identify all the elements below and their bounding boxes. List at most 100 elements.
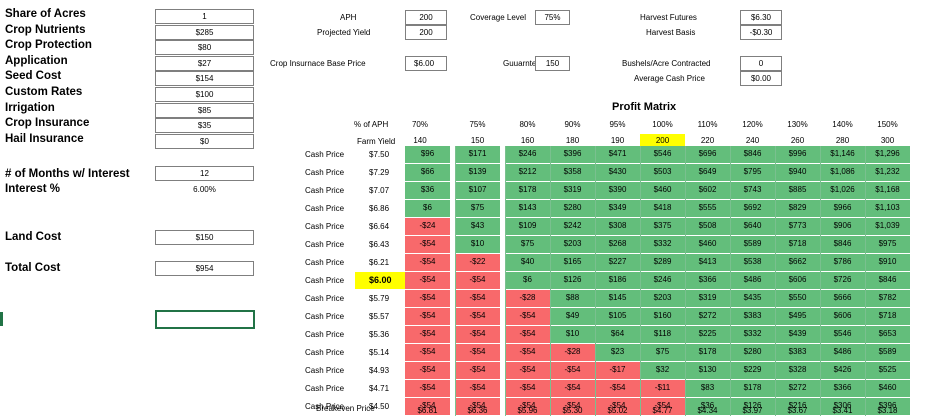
profit-cell[interactable]: $319 [685,290,730,307]
profit-cell[interactable]: $332 [730,326,775,343]
profit-cell[interactable]: $1,232 [865,164,910,181]
profit-cell[interactable]: $75 [505,236,550,253]
cash-price-value[interactable]: $7.29 [369,168,390,177]
profit-cell[interactable]: $418 [640,200,685,217]
profit-cell[interactable]: -$54 [550,380,595,397]
harvest-futures-input[interactable]: $6.30 [740,10,782,25]
profit-cell[interactable]: $662 [775,254,820,271]
profit-cell[interactable]: -$54 [455,326,500,343]
profit-cell[interactable]: -$28 [550,344,595,361]
profit-cell[interactable]: $203 [640,290,685,307]
cash-price-value[interactable]: $4.93 [369,366,390,375]
profit-cell[interactable]: $349 [595,200,640,217]
profit-cell[interactable]: -$54 [405,380,450,397]
profit-cell[interactable]: -$54 [405,344,450,361]
profit-cell[interactable]: -$54 [505,380,550,397]
cash-price-value[interactable]: $6.21 [369,258,390,267]
input-value[interactable]: $100 [155,87,254,102]
profit-cell[interactable]: -$54 [640,398,685,415]
profit-cell[interactable]: $40 [505,254,550,271]
profit-cell[interactable]: $268 [595,236,640,253]
profit-cell[interactable]: -$22 [455,254,500,271]
profit-cell[interactable]: -$54 [505,344,550,361]
profit-cell[interactable]: $495 [775,308,820,325]
profit-cell[interactable]: $358 [550,164,595,181]
profit-cell[interactable]: $546 [640,146,685,163]
profit-cell[interactable]: $743 [730,182,775,199]
profit-cell[interactable]: -$54 [455,380,500,397]
profit-cell[interactable]: -$54 [405,272,450,289]
input-value[interactable]: $0 [155,133,254,149]
profit-cell[interactable]: $216 [775,398,820,415]
profit-cell[interactable]: $910 [865,254,910,271]
profit-cell[interactable]: $1,146 [820,146,865,163]
profit-cell[interactable]: $589 [865,344,910,361]
cash-price-value[interactable]: $6.00 [355,272,405,289]
profit-cell[interactable]: -$54 [455,362,500,379]
profit-cell[interactable]: $692 [730,200,775,217]
profit-cell[interactable]: $107 [455,182,500,199]
profit-cell[interactable]: $846 [820,236,865,253]
profit-cell[interactable]: $272 [775,380,820,397]
profit-cell[interactable]: -$54 [455,272,500,289]
cash-price-value[interactable]: $5.14 [369,348,390,357]
profit-cell[interactable]: $319 [550,182,595,199]
profit-cell[interactable]: $782 [865,290,910,307]
profit-cell[interactable]: $43 [455,218,500,235]
cash-price-value[interactable]: $5.79 [369,294,390,303]
coverage-input[interactable]: 75% [535,10,570,25]
profit-cell[interactable]: -$54 [595,398,640,415]
profit-cell[interactable]: $726 [820,272,865,289]
profit-cell[interactable]: $1,103 [865,200,910,217]
profit-cell[interactable]: $525 [865,362,910,379]
profit-cell[interactable]: $272 [685,308,730,325]
profit-cell[interactable]: $906 [820,218,865,235]
profit-cell[interactable]: $795 [730,164,775,181]
profit-cell[interactable]: $6 [405,200,450,217]
profit-cell[interactable]: $10 [550,326,595,343]
profit-cell[interactable]: $375 [640,218,685,235]
profit-cell[interactable]: $666 [820,290,865,307]
profit-cell[interactable]: $83 [685,380,730,397]
input-value[interactable]: $35 [155,118,254,134]
profit-cell[interactable]: $846 [730,146,775,163]
profit-cell[interactable]: $203 [550,236,595,253]
profit-cell[interactable]: $538 [730,254,775,271]
profit-cell[interactable]: -$54 [405,398,450,415]
profit-cell[interactable]: $435 [730,290,775,307]
profit-cell[interactable]: $126 [550,272,595,289]
profit-cell[interactable]: $606 [820,308,865,325]
profit-cell[interactable]: $413 [685,254,730,271]
profit-cell[interactable]: -$54 [505,362,550,379]
profit-cell[interactable]: -$54 [505,326,550,343]
profit-cell[interactable]: $439 [775,326,820,343]
profit-cell[interactable]: $165 [550,254,595,271]
profit-cell[interactable]: $64 [595,326,640,343]
base-price-input[interactable]: $6.00 [405,56,447,71]
profit-cell[interactable]: $66 [405,164,450,181]
profit-cell[interactable]: $118 [640,326,685,343]
profit-cell[interactable]: $366 [685,272,730,289]
profit-cell[interactable]: -$54 [405,326,450,343]
profit-cell[interactable]: $460 [685,236,730,253]
input-value[interactable]: $80 [155,40,254,56]
profit-cell[interactable]: $1,039 [865,218,910,235]
profit-cell[interactable]: $160 [640,308,685,325]
profit-cell[interactable]: $486 [820,344,865,361]
bushels-contracted-input[interactable]: 0 [740,56,782,71]
profit-cell[interactable]: $105 [595,308,640,325]
profit-cell[interactable]: $885 [775,182,820,199]
profit-cell[interactable]: $996 [775,146,820,163]
profit-cell[interactable]: $10 [455,236,500,253]
profit-cell[interactable]: $212 [505,164,550,181]
profit-cell[interactable]: $75 [640,344,685,361]
profit-cell[interactable]: $589 [730,236,775,253]
profit-cell[interactable]: $126 [730,398,775,415]
profit-cell[interactable]: -$17 [595,362,640,379]
profit-cell[interactable]: $280 [730,344,775,361]
input-value[interactable]: $154 [155,71,254,87]
profit-cell[interactable]: $280 [550,200,595,217]
profit-cell[interactable]: $36 [405,182,450,199]
profit-cell[interactable]: $32 [640,362,685,379]
profit-cell[interactable]: -$54 [405,290,450,307]
